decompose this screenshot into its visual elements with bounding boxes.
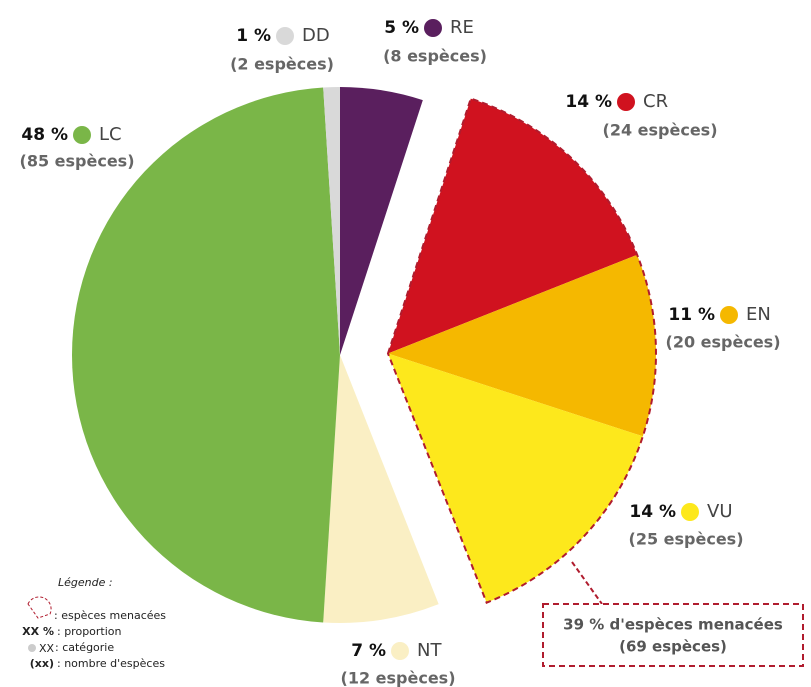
percent-label: 5 % [384, 18, 419, 38]
legend-symbol: XX % [22, 625, 54, 638]
annotation-text: 39 % d'espèces menacées [563, 616, 783, 634]
legend-dashed-icon [27, 596, 52, 619]
category-label: EN [746, 304, 771, 325]
percent-label: 11 % [668, 305, 715, 325]
threatened-outline [386, 97, 657, 604]
percent-label: 7 % [351, 641, 386, 661]
category-label: NT [417, 640, 442, 661]
category-dot [720, 306, 738, 324]
count-label: (85 espèces) [20, 152, 135, 171]
annotation-connector [571, 561, 603, 605]
pie-slice [71, 87, 340, 623]
category-label: DD [302, 25, 330, 46]
legend-text: : espèces menacées [54, 609, 166, 622]
category-label: VU [707, 501, 733, 522]
pie-slice [340, 87, 423, 355]
legend-symbol: XX [39, 642, 55, 655]
legend-text: : nombre d'espèces [57, 657, 165, 670]
legend-key: Légende : : espèces menacées XX % : prop… [22, 576, 166, 670]
count-label: (2 espèces) [230, 55, 334, 74]
annotation-box [542, 603, 804, 667]
legend-text: : proportion [57, 625, 122, 638]
pie-slice [323, 355, 439, 623]
percent-label: 48 % [21, 125, 68, 145]
count-label: (12 espèces) [341, 669, 456, 687]
category-label: CR [643, 91, 668, 112]
percent-label: 14 % [565, 92, 612, 112]
category-dot [424, 19, 442, 37]
percent-label: 14 % [629, 502, 676, 522]
count-label: (20 espèces) [666, 333, 781, 352]
annotation-text: (69 espèces) [619, 638, 727, 656]
percent-label: 1 % [236, 26, 271, 46]
category-dot [276, 27, 294, 45]
legend-symbol: (xx) [30, 657, 54, 670]
category-dot [617, 93, 635, 111]
category-label: RE [450, 17, 474, 38]
category-dot [391, 642, 409, 660]
category-label: LC [99, 124, 122, 145]
count-label: (8 espèces) [383, 47, 487, 66]
legend-dot [28, 644, 36, 652]
category-dot [73, 126, 91, 144]
count-label: (24 espèces) [603, 121, 718, 140]
pie-slice [323, 87, 340, 355]
legend-title: Légende : [58, 576, 113, 589]
pie-slice [387, 254, 656, 437]
category-dot [681, 503, 699, 521]
count-label: (25 espèces) [629, 530, 744, 549]
legend-text: : catégorie [55, 641, 114, 654]
